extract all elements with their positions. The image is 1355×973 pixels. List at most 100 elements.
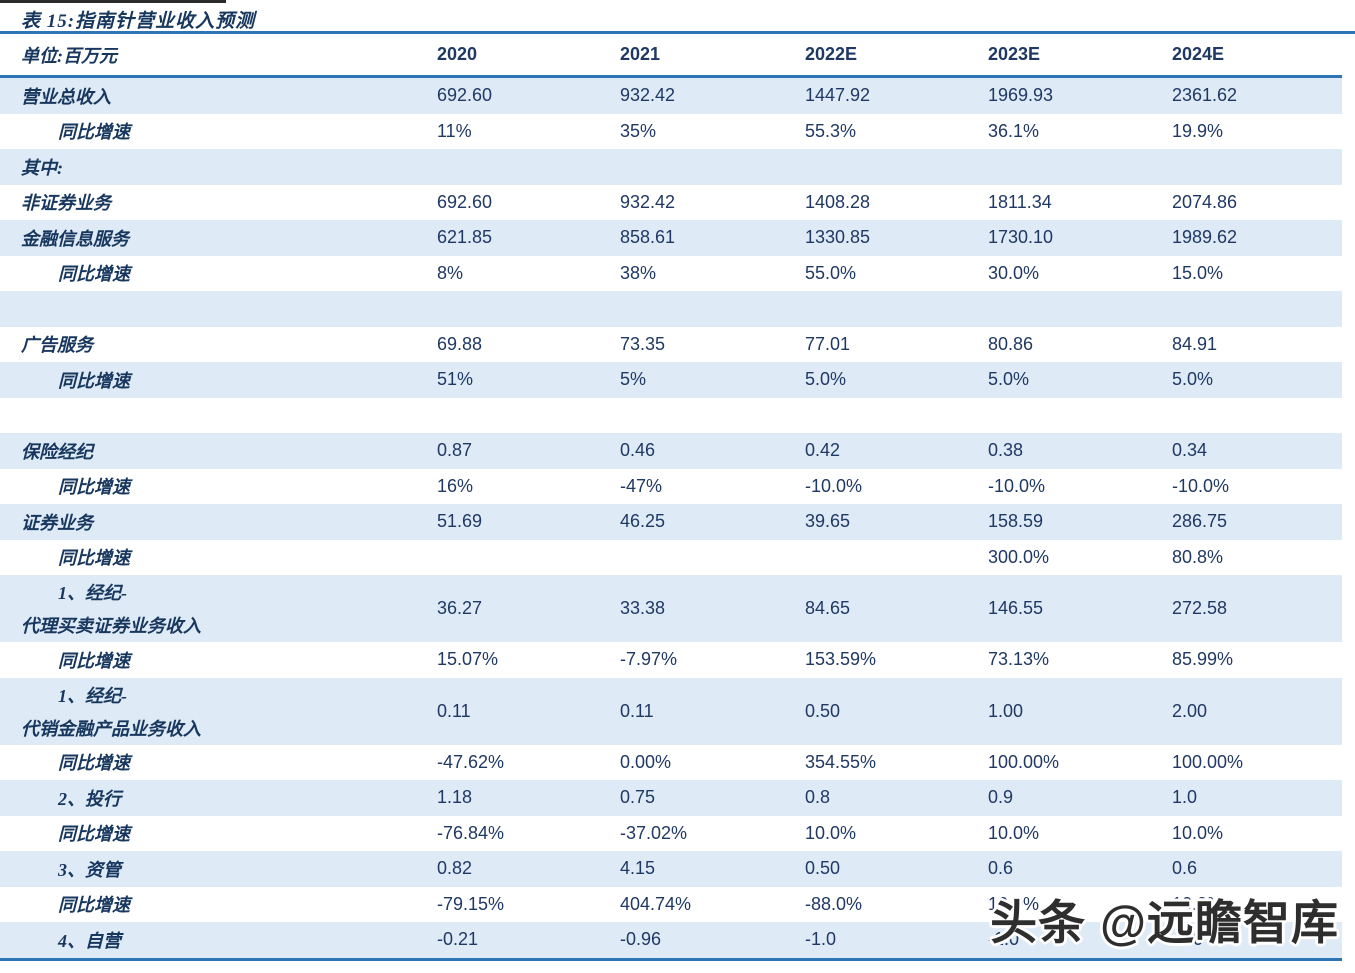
cell-value: 36.27 — [437, 598, 483, 618]
row-label: 非证券业务 — [21, 193, 111, 214]
cell-value: -47% — [620, 475, 663, 496]
table-row: 同比增速 8% 38% 55.0% 30.0% 15.0% — [0, 256, 1342, 292]
cell-value: 0.38 — [988, 440, 1024, 461]
table-row: 同比增速 300.0% 80.8% — [0, 540, 1342, 576]
cell-value: 10.0% — [988, 822, 1040, 843]
row-label: 同比增速 — [58, 548, 130, 569]
cell-value: 692.60 — [437, 85, 493, 106]
year-column-header: 2024E — [1172, 44, 1225, 64]
cell-value: 10.0% — [1172, 822, 1224, 843]
cell-value: 51.69 — [437, 511, 483, 532]
table-row: 其中: — [0, 149, 1342, 185]
cell-value: 0.9 — [988, 787, 1014, 808]
cell-value: 286.75 — [1172, 511, 1228, 532]
table-row: 2、投行 1.18 0.75 0.8 0.9 1.0 — [0, 780, 1342, 816]
cell-value: 51% — [437, 369, 474, 390]
cell-value: 300.0% — [988, 546, 1050, 567]
row-label: 证券业务 — [21, 512, 93, 533]
cell-value: 1.18 — [437, 787, 473, 808]
cell-value: 0.82 — [437, 858, 473, 879]
table-row — [0, 398, 1342, 434]
cell-value: 354.55% — [805, 751, 877, 772]
cell-value: -0.96 — [620, 929, 662, 950]
row-label: 保险经纪 — [21, 441, 93, 462]
table-row: 同比增速 51% 5% 5.0% 5.0% 5.0% — [0, 362, 1342, 398]
cell-value: 0.00% — [620, 751, 672, 772]
table-row: 同比增速 15.07% -7.97% 153.59% 73.13% 85.99% — [0, 642, 1342, 678]
row-label: 2、投行 — [58, 788, 121, 809]
cell-value: 55.0% — [805, 262, 857, 283]
cell-value: 4.15 — [620, 858, 656, 879]
cell-value: 33.38 — [620, 598, 666, 618]
year-column-header: 2020 — [437, 44, 478, 64]
row-label: 金融信息服务 — [21, 228, 129, 249]
cell-value: 932.42 — [620, 191, 676, 212]
table-title: 表 15:指南针营业收入预测 — [21, 11, 256, 32]
cell-value: -88.0% — [805, 893, 863, 914]
row-label: 3、资管 — [58, 859, 121, 880]
row-label: 其中: — [21, 157, 63, 178]
cell-value: 30.0% — [988, 262, 1040, 283]
table-row: 同比增速 11% 35% 55.3% 36.1% 19.9% — [0, 114, 1342, 150]
row-label: 同比增速 — [58, 650, 130, 671]
row-label: 同比增速 — [58, 824, 130, 845]
table-body: 营业总收入 692.60 932.42 1447.92 1969.93 2361.62 同比… — [0, 78, 1342, 958]
row-label: 同比增速 — [58, 264, 130, 285]
year-column-header: 2021 — [620, 44, 661, 64]
cell-value: 38% — [620, 262, 657, 283]
cell-value: 0.50 — [805, 858, 841, 879]
cell-value: -1.0 — [988, 929, 1020, 950]
cell-value: 1447.92 — [805, 85, 871, 106]
cell-value: 2074.86 — [1172, 191, 1238, 212]
cell-value: 621.85 — [437, 227, 493, 248]
cell-value: 8% — [437, 262, 464, 283]
table-row: 广告服务 69.88 73.35 77.01 80.86 84.91 — [0, 327, 1342, 363]
table-row: 1、经纪- 代理买卖证券业务收入 36.27 33.38 84.65 146.55 272.… — [0, 575, 1342, 642]
cell-value: 16% — [437, 475, 474, 496]
cell-value: 0.75 — [620, 787, 656, 808]
row-label: 同比增速 — [58, 753, 130, 774]
cell-value: 10.0% — [988, 893, 1040, 914]
row-label: 1、经纪- 代理买卖证券业务收入 — [21, 583, 201, 636]
table-bottom-divider — [0, 957, 1342, 961]
cell-value: 5.0% — [1172, 369, 1214, 390]
cell-value: 1811.34 — [988, 191, 1052, 212]
cell-value: 0.8 — [805, 787, 831, 808]
cell-value: 11% — [437, 120, 472, 141]
cell-value: 404.74% — [620, 893, 692, 914]
cell-value: 5.0% — [805, 369, 847, 390]
table-row: 保险经纪 0.87 0.46 0.42 0.38 0.34 — [0, 433, 1342, 469]
watermark-toutiao-yuanzhanzhiku: 头条 @远瞻智库 — [990, 896, 1339, 949]
cell-value: -0.21 — [437, 929, 479, 950]
cell-value: 932.42 — [620, 85, 676, 106]
cell-value: -10.0% — [988, 475, 1046, 496]
cell-value: 73.35 — [620, 333, 666, 354]
table-row: 同比增速 -47.62% 0.00% 354.55% 100.00% 100.00% — [0, 745, 1342, 781]
cell-value: 153.59% — [805, 649, 877, 670]
cell-value: 858.61 — [620, 227, 676, 248]
table-row: 金融信息服务 621.85 858.61 1330.85 1730.10 1989.62 — [0, 220, 1342, 256]
cell-value: -1.0 — [805, 929, 837, 950]
year-column-header: 2022E — [805, 44, 858, 64]
cell-value: 15.07% — [437, 649, 499, 670]
cell-value: 1730.10 — [988, 227, 1054, 248]
cell-value: 5.0% — [988, 369, 1030, 390]
cell-value: 85.99% — [1172, 649, 1234, 670]
cell-value: 0.50 — [805, 700, 841, 721]
cell-value: 39.65 — [805, 511, 851, 532]
cell-value: 100.00% — [988, 751, 1060, 772]
cell-value: -10.0% — [805, 475, 863, 496]
row-label: 同比增速 — [58, 122, 130, 143]
cell-value: 69.88 — [437, 333, 483, 354]
cell-value: 0.34 — [1172, 440, 1208, 461]
cell-value: 0.6 — [988, 858, 1014, 879]
cell-value: 1330.85 — [805, 227, 871, 248]
cell-value: 1989.62 — [1172, 227, 1238, 248]
table-row: 同比增速 16% -47% -10.0% -10.0% -10.0% — [0, 469, 1342, 505]
cell-value: -76.84% — [437, 822, 505, 843]
cell-value: 158.59 — [988, 511, 1044, 532]
cell-value: 0.11 — [437, 700, 471, 721]
table-row — [0, 291, 1342, 327]
cell-value: 100.00% — [1172, 751, 1244, 772]
